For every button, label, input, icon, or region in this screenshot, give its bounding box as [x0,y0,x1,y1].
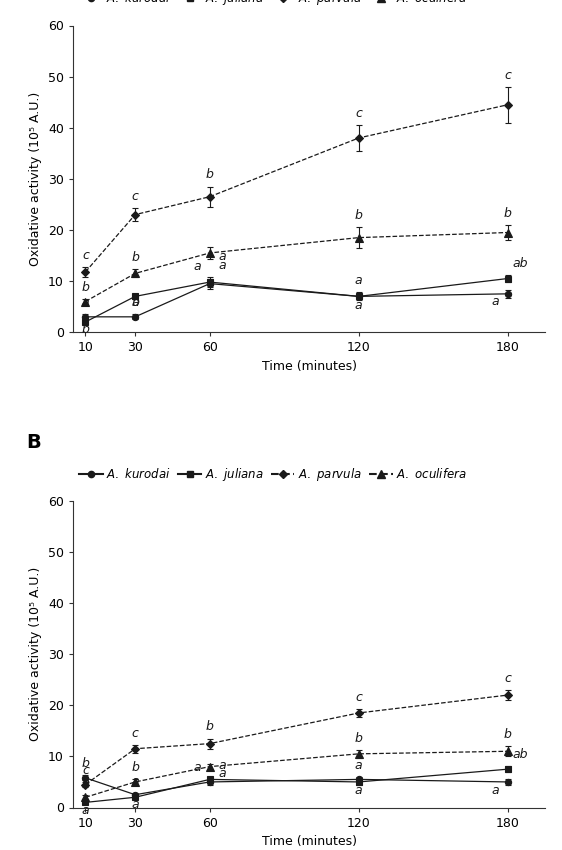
Text: a: a [355,759,362,772]
Legend: $\it{A.}$ $\it{kurodai}$, $\it{A.}$ $\it{juliana}$, $\it{A.}$ $\it{parvula}$, $\: $\it{A.}$ $\it{kurodai}$, $\it{A.}$ $\it… [79,0,467,8]
Text: a: a [218,259,226,272]
Text: a: a [218,250,226,264]
Text: b: b [206,168,214,181]
Text: a: a [355,785,362,797]
Text: b: b [206,721,214,734]
Text: c: c [355,691,362,704]
Text: b: b [132,762,139,774]
Text: b: b [81,757,89,770]
Text: c: c [82,249,89,262]
Text: b: b [132,296,139,309]
Text: b: b [504,207,512,219]
X-axis label: Time (minutes): Time (minutes) [261,835,357,848]
Text: a: a [492,785,499,797]
Text: b: b [81,280,89,294]
Text: a: a [218,767,226,780]
Text: c: c [132,727,139,740]
Text: ab: ab [513,748,528,761]
Text: a: a [132,774,139,788]
Text: a: a [81,804,89,817]
Text: a: a [81,296,89,309]
Text: a: a [193,260,201,274]
Text: a: a [132,798,139,811]
Text: c: c [505,672,511,685]
X-axis label: Time (minutes): Time (minutes) [261,360,357,373]
Text: b: b [504,728,512,741]
Text: b: b [355,209,362,223]
Text: B: B [26,434,40,452]
Text: c: c [355,107,362,120]
Text: a: a [355,298,362,312]
Text: b: b [355,732,362,745]
Y-axis label: Oxidative activity (10⁵ A.U.): Oxidative activity (10⁵ A.U.) [29,567,43,741]
Y-axis label: Oxidative activity (10⁵ A.U.): Oxidative activity (10⁵ A.U.) [29,92,43,266]
Text: c: c [82,764,89,777]
Text: a: a [355,275,362,287]
Text: c: c [132,190,139,203]
Text: b: b [81,777,89,790]
Text: b: b [81,323,89,337]
Text: a: a [492,295,499,308]
Text: a: a [193,762,201,774]
Text: c: c [505,69,511,82]
Text: a: a [132,296,139,309]
Legend: $\it{A.}$ $\it{kurodai}$, $\it{A.}$ $\it{juliana}$, $\it{A.}$ $\it{parvula}$, $\: $\it{A.}$ $\it{kurodai}$, $\it{A.}$ $\it… [79,466,467,483]
Text: b: b [132,252,139,264]
Text: a: a [218,759,226,772]
Text: ab: ab [513,257,528,269]
